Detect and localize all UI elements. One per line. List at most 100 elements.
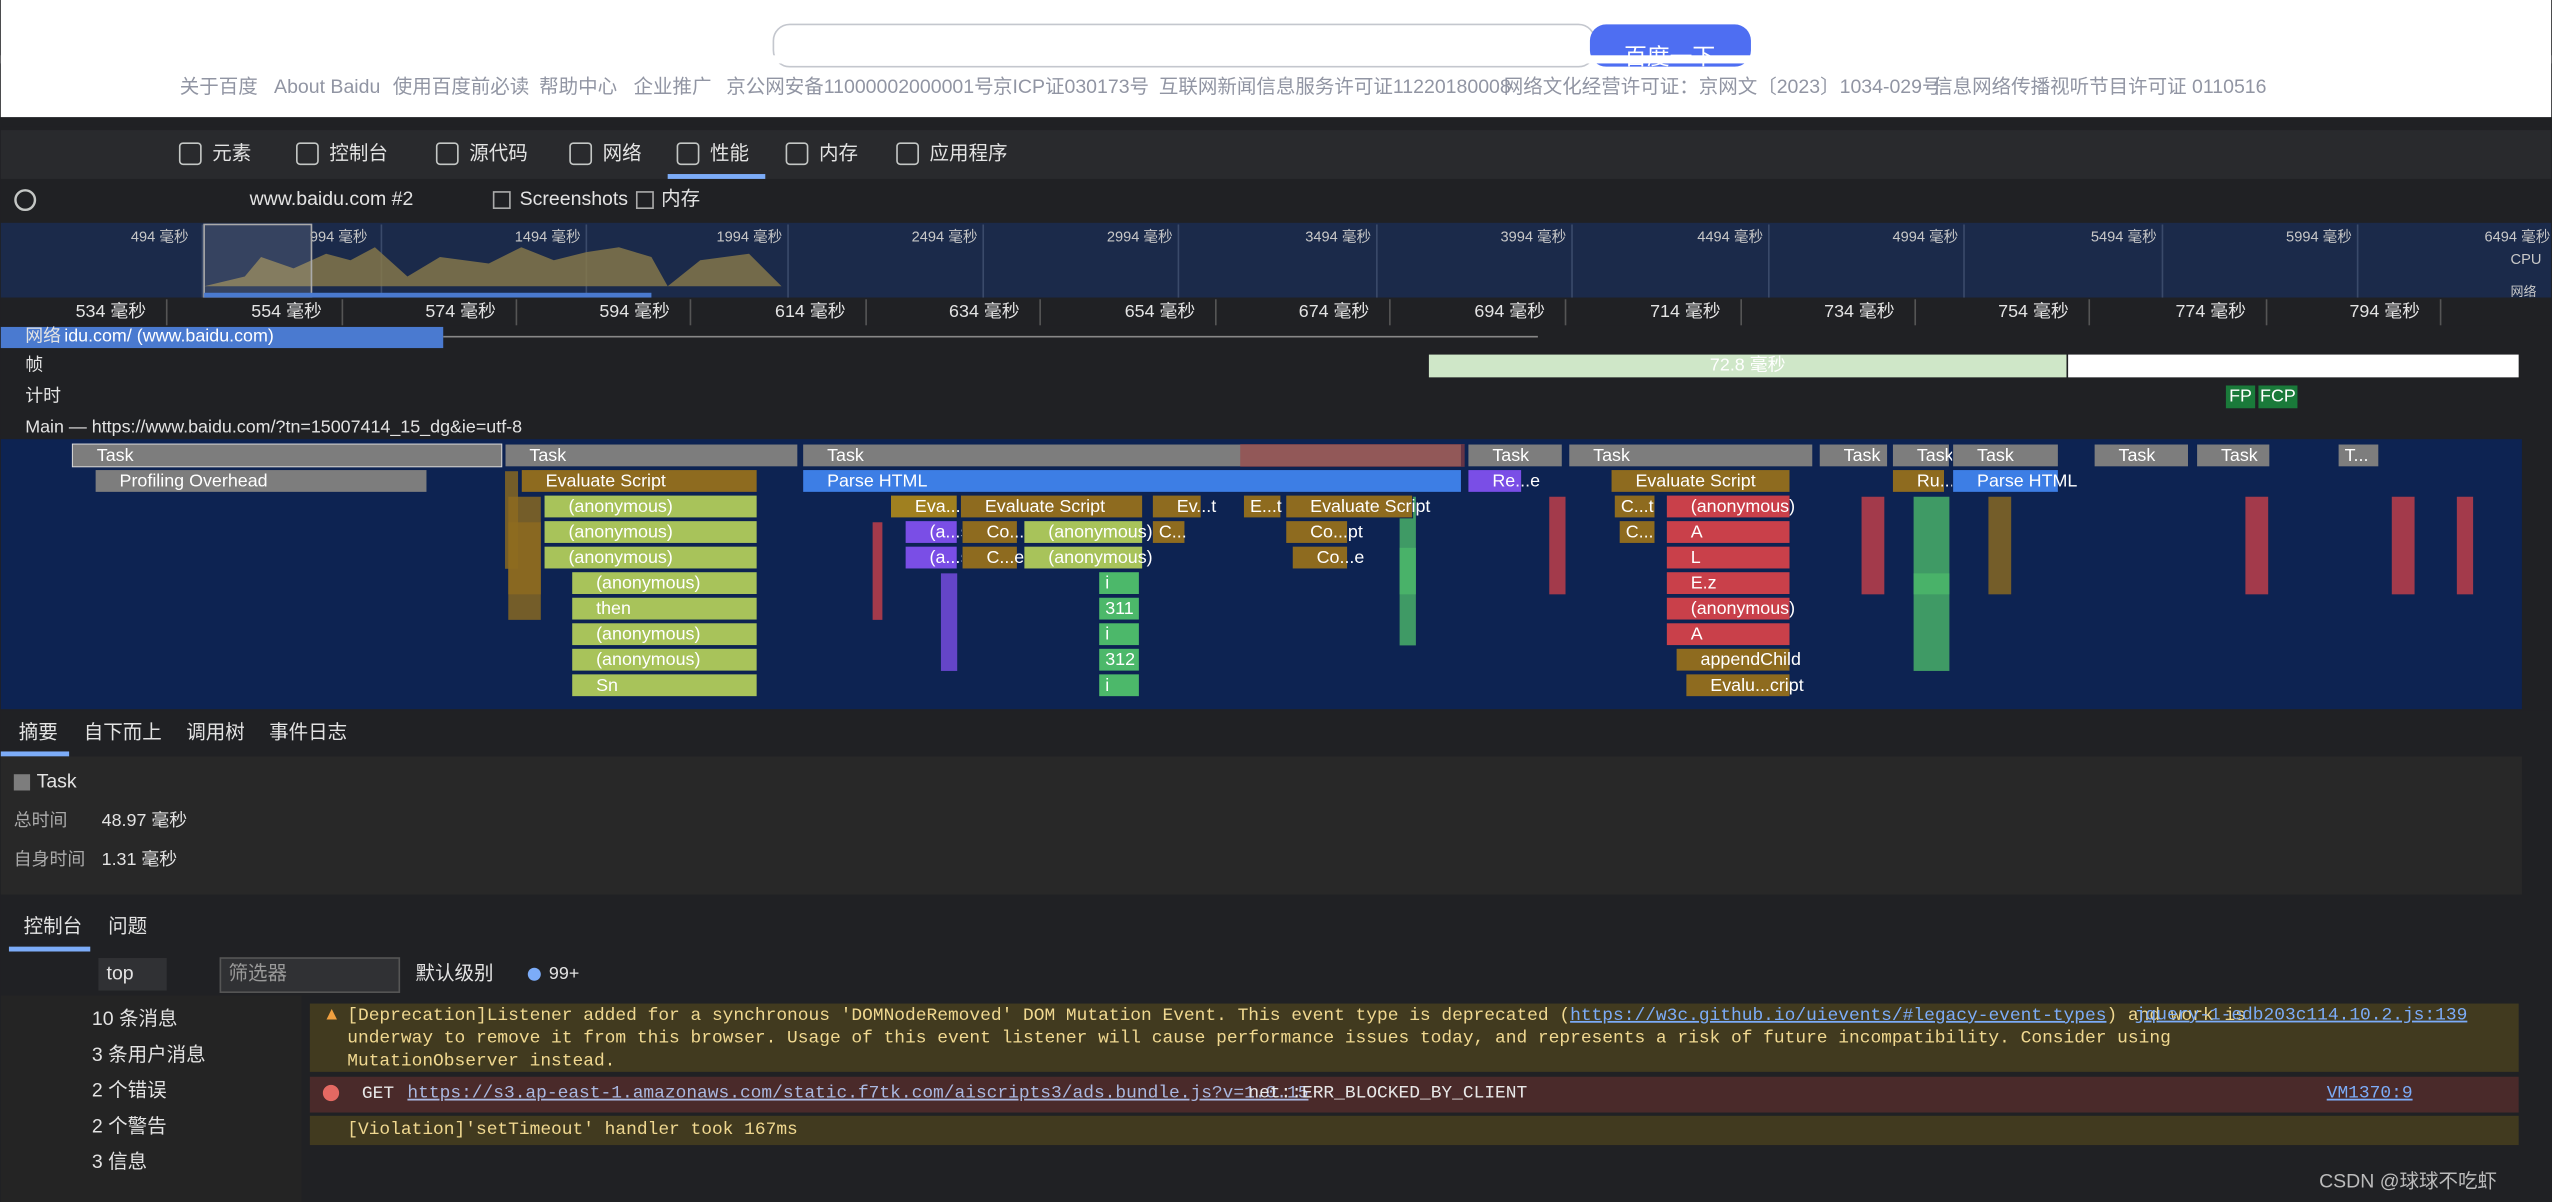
- flame-block[interactable]: [1151, 520, 1186, 544]
- flame-block[interactable]: [543, 545, 758, 570]
- footer-link[interactable]: 关于百度: [180, 76, 258, 98]
- flame-block[interactable]: [1023, 520, 1144, 544]
- flame-sliver: [1549, 496, 1566, 595]
- flame-block[interactable]: [961, 520, 1018, 544]
- devtools-tab[interactable]: 网络: [603, 143, 642, 165]
- devtools-tab[interactable]: 内存: [819, 143, 858, 165]
- summary-tab[interactable]: 摘要: [19, 722, 58, 744]
- flame-block[interactable]: [1675, 647, 1791, 672]
- footer-link[interactable]: 企业推广: [634, 76, 712, 98]
- flame-label: C...e: [986, 547, 1024, 567]
- flame-block[interactable]: [1618, 520, 1656, 544]
- sidebar-item[interactable]: 10 条消息: [92, 1008, 178, 1030]
- footer-link[interactable]: 京公网安备11000002000001号: [726, 76, 993, 98]
- tab-icon: [435, 142, 459, 166]
- flame-block[interactable]: [2337, 443, 2380, 468]
- devtools-tab[interactable]: 控制台: [329, 143, 388, 165]
- flame-block[interactable]: [1665, 520, 1791, 544]
- flame-block[interactable]: [904, 545, 958, 570]
- flame-block[interactable]: [543, 520, 758, 544]
- flame-block[interactable]: [802, 469, 1462, 493]
- drawer-tab[interactable]: 控制台: [24, 915, 83, 937]
- flame-block[interactable]: [959, 494, 1144, 519]
- flame-block[interactable]: [2093, 443, 2189, 468]
- flame-block[interactable]: [1098, 673, 1140, 698]
- overview-tick: 6494 毫秒: [2485, 227, 2551, 245]
- flame-block[interactable]: [1151, 494, 1202, 519]
- flame-block[interactable]: [1098, 647, 1140, 672]
- message-source[interactable]: VM1370:9: [2327, 1084, 2413, 1104]
- flame-block[interactable]: [1891, 443, 1950, 468]
- context-select[interactable]: [98, 958, 167, 991]
- flame-block[interactable]: [1568, 443, 1814, 468]
- flame-block[interactable]: [1665, 545, 1791, 570]
- flame-block[interactable]: [71, 443, 503, 468]
- flame-block[interactable]: [961, 545, 1018, 570]
- console-link[interactable]: https://w3c.github.io/uievents/#legacy-e…: [1570, 1006, 2106, 1026]
- flame-block[interactable]: [1891, 469, 1945, 493]
- flame-block[interactable]: [571, 571, 758, 595]
- checkbox[interactable]: [492, 191, 511, 210]
- summary-tab[interactable]: 调用树: [186, 722, 245, 744]
- flame-block[interactable]: [904, 520, 958, 544]
- flame-block[interactable]: [571, 622, 758, 647]
- footer-link[interactable]: 信息网络传播视听节目许可证 0110516: [1933, 76, 2266, 98]
- flame-block[interactable]: [1467, 443, 1563, 468]
- flame-block[interactable]: [1098, 596, 1140, 621]
- flame-block[interactable]: [1285, 520, 1349, 544]
- flame-block[interactable]: [890, 494, 958, 519]
- footer-link[interactable]: 京ICP证030173号: [993, 76, 1149, 98]
- flame-block[interactable]: [1952, 443, 2059, 468]
- recording-select[interactable]: www.baidu.com #2: [249, 188, 414, 210]
- flame-block[interactable]: [1023, 545, 1144, 570]
- flame-block[interactable]: [1285, 494, 1414, 519]
- flame-block[interactable]: [543, 494, 758, 519]
- flame-block[interactable]: [571, 673, 758, 698]
- devtools-tab[interactable]: 源代码: [469, 143, 528, 165]
- footer-link[interactable]: About Baidu: [274, 76, 380, 98]
- flame-block[interactable]: [1098, 622, 1140, 647]
- record-button[interactable]: [14, 189, 37, 212]
- console-link[interactable]: https://s3.ap-east-1.amazonaws.com/stati…: [407, 1084, 1308, 1104]
- flame-block[interactable]: [1613, 494, 1656, 519]
- flame-block[interactable]: [571, 647, 758, 672]
- filter-box[interactable]: [219, 957, 401, 993]
- devtools-tab[interactable]: 元素: [212, 143, 251, 165]
- flame-block[interactable]: [504, 443, 799, 468]
- flame-block[interactable]: [1098, 571, 1140, 595]
- footer-link[interactable]: 互联网新闻信息服务许可证11220180008: [1159, 76, 1511, 98]
- sidebar-item[interactable]: 2 个警告: [92, 1115, 167, 1137]
- sidebar-item[interactable]: 3 条用户消息: [92, 1044, 206, 1066]
- flame-block[interactable]: [1818, 443, 1889, 468]
- sidebar-item[interactable]: 2 个错误: [92, 1080, 167, 1102]
- summary-tab[interactable]: 事件日志: [269, 722, 347, 744]
- flame-block[interactable]: [1952, 469, 2059, 493]
- flame-block[interactable]: [2196, 443, 2271, 468]
- flame-block[interactable]: [1467, 469, 1523, 493]
- flame-block[interactable]: [1291, 545, 1349, 570]
- message-source[interactable]: jquery-1-edb203c114.10.2.js:139: [2135, 1006, 2468, 1026]
- flame-block[interactable]: [1242, 494, 1282, 519]
- flame-block[interactable]: [1665, 571, 1791, 595]
- devtools-tab[interactable]: 应用程序: [930, 143, 1008, 165]
- flame-label: T...: [2345, 445, 2369, 465]
- flame-block[interactable]: [1665, 596, 1791, 621]
- flame-block[interactable]: [1665, 494, 1791, 519]
- flame-block[interactable]: [94, 469, 428, 493]
- checkbox[interactable]: [635, 191, 654, 210]
- flame-block[interactable]: [571, 596, 758, 621]
- flame-block[interactable]: [520, 469, 758, 493]
- drawer-tab[interactable]: 问题: [108, 915, 147, 937]
- footer-link[interactable]: 使用百度前必读: [393, 76, 530, 98]
- sidebar-item[interactable]: 3 信息: [92, 1151, 147, 1173]
- flame-block[interactable]: [1610, 469, 1791, 493]
- devtools-tab[interactable]: 性能: [710, 143, 749, 165]
- flame-block[interactable]: [1685, 673, 1791, 698]
- tab-icon: [178, 142, 202, 166]
- flame-block[interactable]: [1665, 622, 1791, 647]
- level-select[interactable]: 默认级别: [416, 962, 494, 984]
- footer-link[interactable]: 帮助中心: [539, 76, 617, 98]
- memory-label: 内存: [661, 188, 700, 210]
- summary-tab[interactable]: 自下而上: [84, 722, 162, 744]
- footer-link[interactable]: 网络文化经营许可证：京网文〔2023〕1034-029号: [1504, 76, 1942, 98]
